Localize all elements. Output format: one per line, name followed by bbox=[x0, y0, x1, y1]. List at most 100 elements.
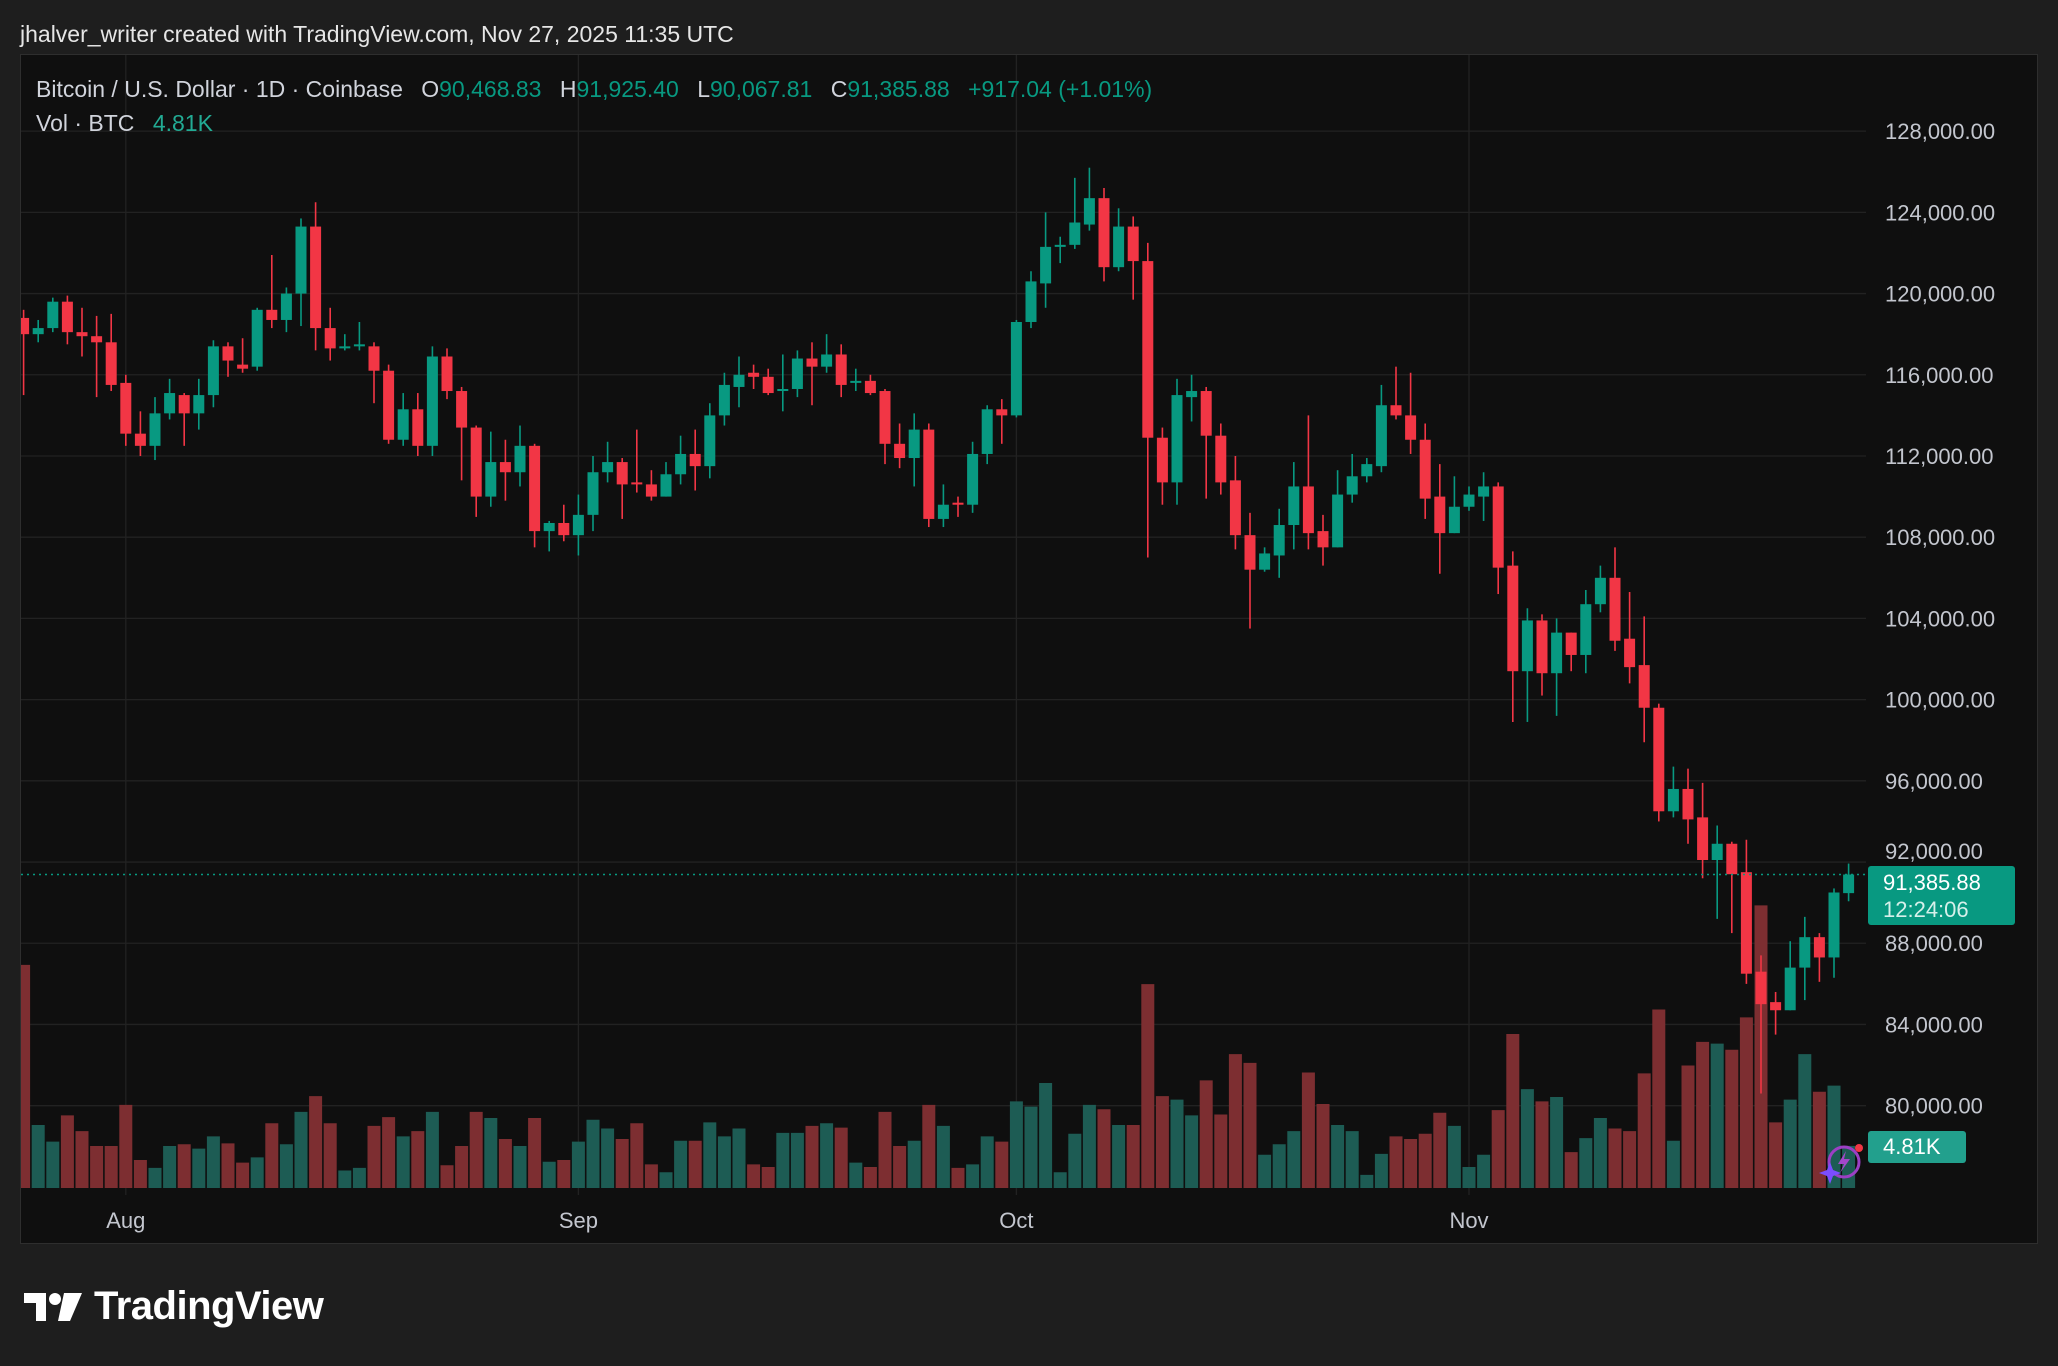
candle[interactable] bbox=[1492, 482, 1504, 595]
candle[interactable] bbox=[689, 429, 701, 491]
candle[interactable] bbox=[1346, 453, 1358, 503]
candle[interactable] bbox=[1142, 242, 1154, 558]
candle[interactable] bbox=[295, 218, 307, 327]
candle[interactable] bbox=[1813, 933, 1825, 982]
candle[interactable] bbox=[1536, 614, 1548, 696]
candle[interactable] bbox=[222, 342, 234, 377]
candle[interactable] bbox=[543, 520, 555, 552]
candle[interactable] bbox=[718, 372, 730, 426]
tradingview-brand[interactable]: TradingView bbox=[24, 1284, 324, 1329]
candle[interactable] bbox=[485, 431, 497, 507]
candle[interactable] bbox=[1551, 618, 1563, 716]
candle[interactable] bbox=[1390, 366, 1402, 420]
candle[interactable] bbox=[587, 455, 599, 532]
candle[interactable] bbox=[1113, 208, 1125, 272]
candle[interactable] bbox=[1434, 464, 1446, 574]
candle[interactable] bbox=[1010, 319, 1022, 418]
candle[interactable] bbox=[1405, 372, 1417, 454]
candle[interactable] bbox=[1259, 547, 1271, 572]
candle[interactable] bbox=[32, 319, 44, 343]
candle[interactable] bbox=[937, 484, 949, 528]
candle[interactable] bbox=[1565, 632, 1577, 672]
candle[interactable] bbox=[748, 364, 760, 389]
candle[interactable] bbox=[879, 388, 891, 465]
candle[interactable] bbox=[1288, 462, 1300, 550]
ai-assistant-icon[interactable] bbox=[1818, 1140, 1864, 1191]
candle[interactable] bbox=[777, 354, 789, 412]
candle[interactable] bbox=[1332, 470, 1344, 548]
candle[interactable] bbox=[1580, 589, 1592, 674]
candle[interactable] bbox=[762, 368, 774, 396]
candle[interactable] bbox=[645, 470, 657, 501]
candle[interactable] bbox=[1419, 423, 1431, 519]
candle[interactable] bbox=[266, 254, 278, 329]
candle[interactable] bbox=[91, 315, 103, 398]
candle[interactable] bbox=[1784, 941, 1796, 1011]
candle[interactable] bbox=[981, 405, 993, 465]
candle[interactable] bbox=[1843, 863, 1855, 902]
candle[interactable] bbox=[456, 386, 468, 481]
candle[interactable] bbox=[1507, 551, 1519, 722]
candle[interactable] bbox=[178, 393, 190, 446]
candle[interactable] bbox=[1697, 782, 1709, 879]
candle[interactable] bbox=[353, 321, 365, 351]
candle[interactable] bbox=[631, 429, 643, 493]
candle[interactable] bbox=[18, 309, 30, 396]
candle[interactable] bbox=[791, 350, 803, 398]
candle[interactable] bbox=[1609, 547, 1621, 651]
candle[interactable] bbox=[1521, 608, 1533, 722]
candle[interactable] bbox=[47, 297, 59, 333]
candle[interactable] bbox=[602, 441, 614, 483]
candle[interactable] bbox=[1215, 423, 1227, 495]
candle[interactable] bbox=[164, 378, 176, 420]
candle[interactable] bbox=[1025, 271, 1037, 329]
candle[interactable] bbox=[733, 356, 745, 408]
candle[interactable] bbox=[412, 393, 424, 456]
candle[interactable] bbox=[572, 494, 584, 556]
candle[interactable] bbox=[1244, 512, 1256, 629]
candle[interactable] bbox=[952, 496, 964, 517]
candle[interactable] bbox=[76, 307, 88, 357]
candle[interactable] bbox=[1069, 177, 1081, 249]
candle[interactable] bbox=[821, 334, 833, 373]
candle[interactable] bbox=[339, 334, 351, 351]
candle[interactable] bbox=[134, 411, 146, 456]
candle[interactable] bbox=[1156, 427, 1168, 505]
candle[interactable] bbox=[1463, 486, 1475, 511]
candle[interactable] bbox=[1054, 236, 1066, 264]
candle[interactable] bbox=[426, 346, 438, 456]
candle[interactable] bbox=[1828, 888, 1840, 978]
candle[interactable] bbox=[1127, 216, 1139, 300]
candle[interactable] bbox=[251, 307, 263, 371]
candle[interactable] bbox=[1448, 476, 1460, 534]
candle[interactable] bbox=[149, 397, 161, 461]
candle[interactable] bbox=[310, 202, 322, 351]
candle[interactable] bbox=[558, 504, 570, 542]
candle[interactable] bbox=[850, 368, 862, 392]
candle[interactable] bbox=[1040, 212, 1052, 308]
candle[interactable] bbox=[1361, 458, 1373, 483]
candle[interactable] bbox=[1624, 592, 1636, 684]
candle[interactable] bbox=[967, 441, 979, 513]
candle[interactable] bbox=[1302, 415, 1314, 550]
candle[interactable] bbox=[704, 403, 716, 479]
candle[interactable] bbox=[1638, 616, 1650, 743]
candle[interactable] bbox=[806, 342, 818, 406]
candle[interactable] bbox=[397, 393, 409, 446]
candle[interactable] bbox=[61, 295, 73, 345]
candle[interactable] bbox=[894, 423, 906, 469]
candle[interactable] bbox=[368, 342, 380, 404]
candle[interactable] bbox=[616, 458, 628, 519]
candle[interactable] bbox=[207, 340, 219, 408]
candle[interactable] bbox=[1682, 768, 1694, 844]
candle[interactable] bbox=[1711, 825, 1723, 919]
candle[interactable] bbox=[1229, 455, 1241, 550]
candle[interactable] bbox=[923, 423, 935, 528]
candle[interactable] bbox=[470, 425, 482, 517]
candle[interactable] bbox=[660, 462, 672, 497]
candle[interactable] bbox=[1799, 916, 1811, 1001]
candle[interactable] bbox=[1171, 378, 1183, 505]
candle[interactable] bbox=[864, 374, 876, 396]
candle[interactable] bbox=[996, 399, 1008, 444]
